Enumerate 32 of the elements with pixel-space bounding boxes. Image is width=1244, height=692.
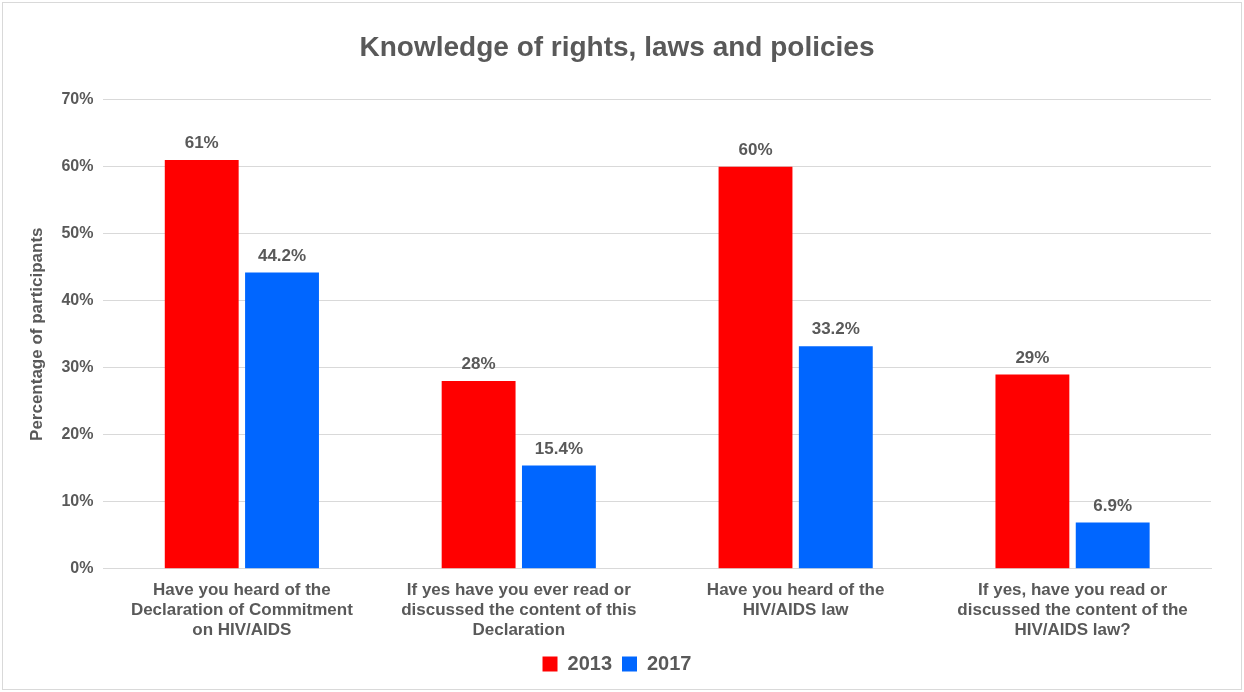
legend-label: 2017 bbox=[647, 651, 692, 674]
data-label: 6.9% bbox=[1093, 495, 1133, 515]
x-tick-label: If yes have you ever read or discussed the content of this Declaration bbox=[401, 579, 637, 640]
data-label: 33.2% bbox=[811, 319, 860, 339]
data-label: 15.4% bbox=[534, 438, 584, 458]
data-label: 29% bbox=[1015, 347, 1050, 367]
y-tick-label: 50% bbox=[61, 224, 94, 242]
data-label: 44.2% bbox=[257, 245, 307, 265]
bar bbox=[718, 166, 793, 569]
bar bbox=[521, 465, 596, 569]
data-label: 28% bbox=[461, 354, 496, 374]
y-axis-title: Percentage of participants bbox=[26, 227, 46, 441]
bar bbox=[1075, 522, 1150, 569]
y-tick-label: 70% bbox=[61, 90, 94, 108]
y-tick-label: 60% bbox=[61, 157, 94, 175]
x-tick-label: If yes, have you read or discussed the content of the HIV/AIDS law? bbox=[957, 579, 1188, 640]
x-tick-label: Have you heard of the HIV/AIDS law bbox=[706, 579, 885, 620]
bar bbox=[798, 346, 873, 569]
bar bbox=[164, 159, 239, 569]
data-label: 60% bbox=[738, 139, 773, 159]
x-tick-label: Have you heard of the Declaration of Commitment on HIV/AIDS bbox=[130, 579, 354, 640]
data-label: 61% bbox=[184, 133, 219, 153]
bar bbox=[245, 272, 319, 569]
bar bbox=[441, 381, 516, 569]
y-tick-label: 30% bbox=[61, 358, 94, 376]
y-tick-label: 10% bbox=[61, 492, 94, 510]
chart-title: Knowledge of rights, laws and policies bbox=[359, 30, 875, 62]
bar bbox=[995, 374, 1070, 569]
y-tick-label: 0% bbox=[70, 559, 94, 577]
y-tick-label: 40% bbox=[61, 291, 94, 309]
y-tick-label: 20% bbox=[61, 425, 94, 443]
legend-label: 2013 bbox=[567, 651, 613, 674]
